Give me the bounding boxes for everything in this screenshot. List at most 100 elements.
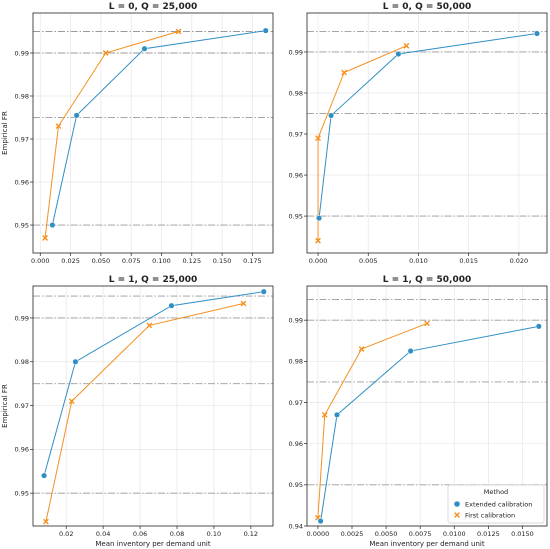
series-line	[317, 322, 428, 518]
data-point	[240, 300, 247, 307]
x-tick-label: 0.175	[243, 257, 262, 265]
x-tick-label: 0.100	[152, 257, 171, 265]
data-point	[407, 347, 414, 355]
x-tick-label: 0.050	[92, 257, 111, 265]
legend-title: Method	[484, 488, 508, 496]
data-point	[68, 398, 75, 405]
x-tick-label: 0.005	[359, 257, 378, 265]
y-tick-label: 0.96	[15, 178, 29, 186]
y-tick-label: 0.97	[289, 130, 303, 138]
plot-frame	[32, 12, 274, 254]
y-tick-label: 0.95	[289, 481, 303, 489]
data-point	[316, 215, 323, 222]
legend-marker	[454, 501, 460, 507]
data-point	[141, 45, 148, 52]
data-point-stroke	[341, 69, 348, 76]
data-point	[175, 28, 182, 35]
data-point-stroke	[55, 123, 62, 130]
data-point	[41, 472, 48, 479]
series-line	[51, 30, 266, 226]
chart-title: L = 1, Q = 50,000	[383, 275, 472, 285]
x-tick-label: 0.015	[459, 257, 478, 265]
data-point-stroke	[424, 320, 430, 327]
chart-panel-1: 0.000 0.025 0.050 0.075 0.100 0.125 0.150 0.175…	[1, 2, 274, 265]
x-tick-label: 0.000	[309, 257, 328, 265]
x-tick-label: 0.010	[409, 257, 428, 265]
data-point-stroke	[42, 235, 49, 241]
x-tick-label: 0.0000	[307, 530, 330, 538]
data-point	[73, 112, 80, 119]
y-tick-label: 0.96	[15, 446, 29, 454]
plot-frame	[306, 12, 548, 254]
y-tick-label: 0.96	[289, 440, 303, 448]
x-tick-label: 0.0075	[409, 530, 432, 538]
y-tick-label: 0.94	[289, 522, 303, 530]
data-point-stroke	[146, 322, 153, 329]
y-tick-label: 0.96	[289, 171, 303, 179]
data-point	[535, 323, 542, 330]
data-point	[321, 411, 328, 418]
y-tick-label: 0.97	[289, 399, 303, 407]
data-point	[262, 27, 269, 34]
x-axis-label: Mean inventory per demand unit	[95, 540, 210, 548]
data-point-stroke	[43, 518, 49, 525]
x-tick-label: 0.025	[61, 257, 80, 265]
series-line	[44, 31, 179, 239]
chart-title: L = 0, Q = 25,000	[109, 2, 198, 12]
chart-title: L = 0, Q = 50,000	[383, 2, 472, 12]
data-point	[317, 518, 324, 525]
y-tick-label: 0.95	[15, 221, 29, 229]
data-point	[168, 302, 175, 309]
plot-frame	[306, 285, 548, 527]
y-tick-label: 0.99	[289, 316, 303, 324]
data-point	[403, 42, 410, 49]
legend-label: First calibration	[465, 511, 515, 519]
data-point-stroke	[315, 135, 321, 142]
x-tick-label: 0.125	[182, 257, 201, 265]
series-line	[320, 325, 539, 522]
y-tick-label: 0.97	[15, 402, 29, 410]
x-tick-label: 0.0125	[477, 530, 500, 538]
y-tick-label: 0.98	[15, 92, 29, 100]
chart-panel-2: 0.000 0.005 0.010 0.015 0.020 0.95 0.96 0.97 0.9…	[289, 2, 548, 265]
data-point-stroke	[102, 50, 109, 56]
x-axis-label: Mean inventory per demand unit	[369, 540, 484, 548]
chart-panel-3: 0.02 0.04 0.06 0.08 0.10 0.12 0.95 0.96 0.97 0.98…	[1, 275, 274, 548]
chart-title: L = 1, Q = 25,000	[109, 275, 198, 285]
legend-marker	[454, 512, 460, 518]
data-point	[43, 518, 49, 525]
data-point-stroke	[315, 514, 321, 521]
data-point-stroke	[240, 300, 247, 307]
data-point-stroke	[315, 237, 321, 244]
x-tick-label: 0.0025	[341, 530, 364, 538]
data-point	[333, 411, 341, 418]
series-line	[317, 45, 407, 241]
data-point	[358, 346, 365, 352]
legend-label: Extended calibration	[465, 500, 532, 508]
y-tick-label: 0.99	[289, 48, 303, 56]
x-tick-label: 0.150	[213, 257, 232, 265]
x-tick-label: 0.10	[207, 530, 221, 538]
y-tick-label: 0.99	[15, 49, 29, 57]
chart-panel-4: 0.0000 0.0025 0.0050 0.0075 0.0100 0.0125 0.01…	[289, 275, 548, 548]
legend: Method Extended calibration First calibrat…	[447, 484, 545, 524]
y-tick-label: 0.99	[15, 314, 29, 322]
data-point	[315, 237, 321, 244]
x-tick-label: 0.04	[96, 530, 110, 538]
data-point	[102, 50, 109, 56]
x-tick-label: 0.0100	[443, 530, 466, 538]
x-tick-label: 0.06	[133, 530, 147, 538]
y-tick-label: 0.97	[15, 135, 29, 143]
x-tick-label: 0.02	[59, 530, 73, 538]
y-tick-label: 0.98	[289, 358, 303, 366]
data-point	[55, 123, 62, 130]
x-tick-label: 0.020	[510, 257, 529, 265]
y-tick-label: 0.95	[15, 489, 29, 497]
data-point	[424, 320, 430, 327]
data-point	[341, 69, 348, 76]
data-point-stroke	[403, 42, 410, 49]
y-tick-label: 0.98	[289, 89, 303, 97]
data-point	[42, 235, 49, 241]
data-point	[328, 112, 335, 119]
